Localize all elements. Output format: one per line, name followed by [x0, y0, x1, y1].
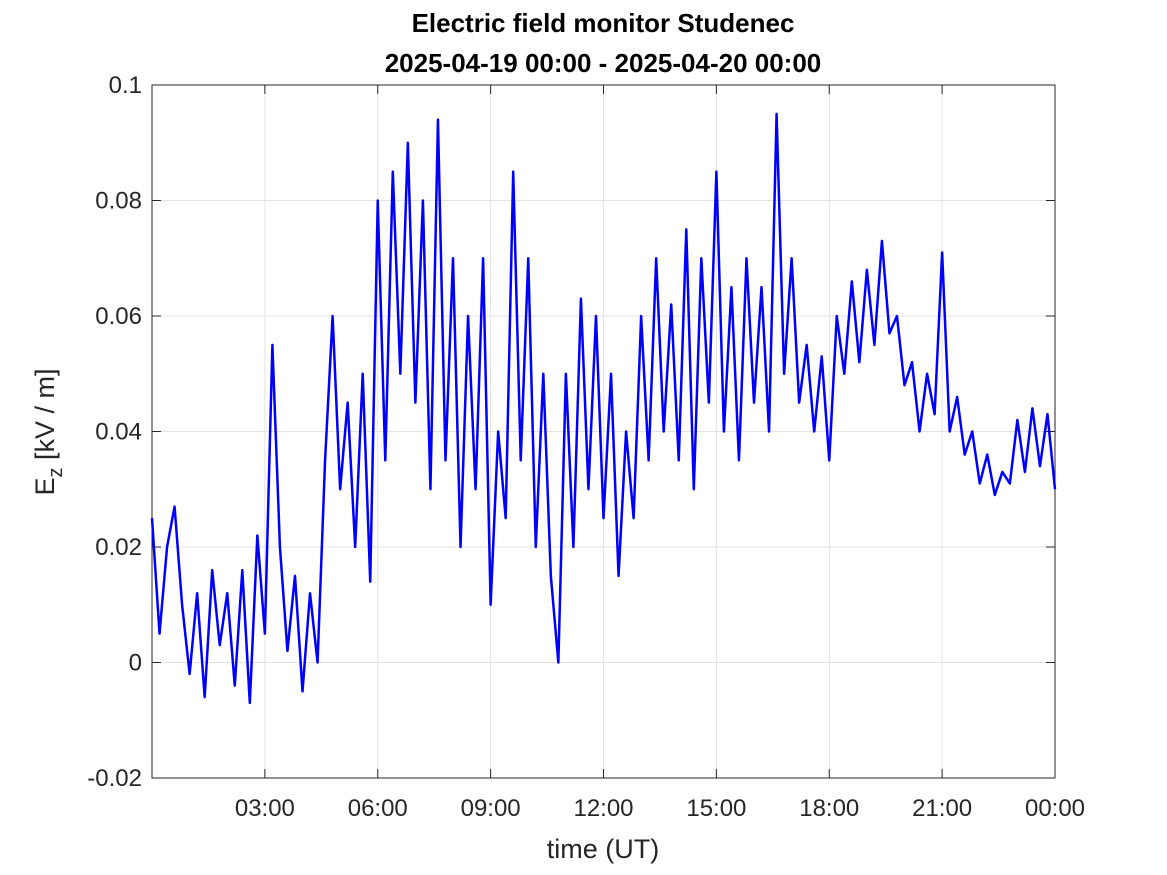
x-tick-label: 00:00: [1025, 795, 1085, 822]
y-label-subscript: z: [45, 468, 67, 478]
x-tick-label: 09:00: [461, 795, 521, 822]
y-axis-label: Ez [kV / m]: [30, 368, 67, 495]
chart-title: Electric field monitor Studenec: [412, 8, 795, 38]
chart-subtitle: 2025-04-19 00:00 - 2025-04-20 00:00: [385, 48, 822, 78]
y-label-main: E: [30, 478, 60, 496]
y-tick-label: -0.02: [87, 765, 142, 792]
y-tick-label: 0.04: [95, 419, 142, 446]
plot-frame: [151, 84, 1056, 779]
y-tick-label: 0.08: [95, 188, 142, 215]
x-tick-label: 18:00: [799, 795, 859, 822]
y-tick-label: 0.02: [95, 534, 142, 561]
y-tick-label: 0.06: [95, 303, 142, 330]
x-tick-label: 12:00: [573, 795, 633, 822]
x-tick-label: 03:00: [235, 795, 295, 822]
y-label-suffix: [kV / m]: [30, 368, 60, 467]
x-tick-label: 15:00: [686, 795, 746, 822]
y-tick-label: 0.1: [109, 72, 142, 99]
x-tick-label: 06:00: [348, 795, 408, 822]
y-tick-label: 0: [129, 650, 142, 677]
x-tick-label: 21:00: [912, 795, 972, 822]
data-line: [150, 112, 1057, 705]
x-axis-label: time (UT): [547, 834, 659, 864]
